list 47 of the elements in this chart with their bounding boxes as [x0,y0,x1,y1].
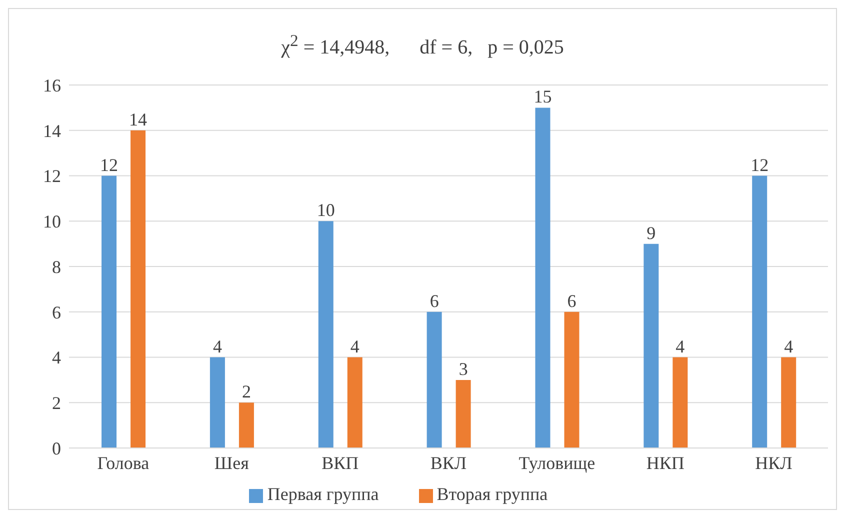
chart-title: χ$^{2}$ = 14,4948, df = 6, p = 0,025 [280,31,565,60]
data-label: 4 [784,336,794,356]
legend-label: Первая группа [267,484,379,504]
data-label: 3 [458,358,468,379]
legend-label: Вторая группа [436,484,548,504]
data-label: 15 [534,86,552,107]
y-tick-label: 14 [43,120,61,141]
bar [210,357,225,448]
y-tick-label: 6 [52,302,61,322]
data-label: 6 [430,290,439,311]
data-label: 9 [646,222,656,243]
bar [781,357,796,448]
y-tick-label: 12 [43,166,61,186]
bar [752,176,768,448]
bar [644,244,659,448]
x-tick-label: ВКЛ [430,452,467,473]
x-tick-label: ВКП [322,452,359,473]
data-label: 12 [750,154,769,175]
x-tick-label: Туловище [518,452,596,473]
bar [130,130,146,448]
data-label: 12 [100,154,118,175]
bar [456,380,471,448]
data-label: 4 [212,336,222,356]
y-tick-label: 2 [52,393,61,414]
data-label: 6 [567,290,576,311]
data-label: 2 [242,382,251,402]
bar [318,221,334,448]
x-tick-label: Шея [214,452,249,473]
x-tick-label: НКЛ [755,452,792,473]
y-tick-label: 16 [43,75,61,96]
data-label: 4 [676,336,685,356]
data-label: 4 [350,336,360,356]
bar [238,402,254,448]
bar [672,357,688,448]
y-tick-label: 10 [43,212,61,232]
y-tick-label: 0 [52,438,61,458]
bar [426,312,442,448]
bar [102,176,117,448]
y-tick-label: 8 [52,256,61,277]
bar [347,357,362,448]
bar [535,108,550,448]
x-tick-label: НКП [646,452,684,473]
bar [564,312,580,448]
x-tick-label: Голова [97,452,150,473]
y-tick-label: 4 [52,348,61,368]
data-label: 14 [129,109,148,130]
data-label: 10 [316,200,335,220]
